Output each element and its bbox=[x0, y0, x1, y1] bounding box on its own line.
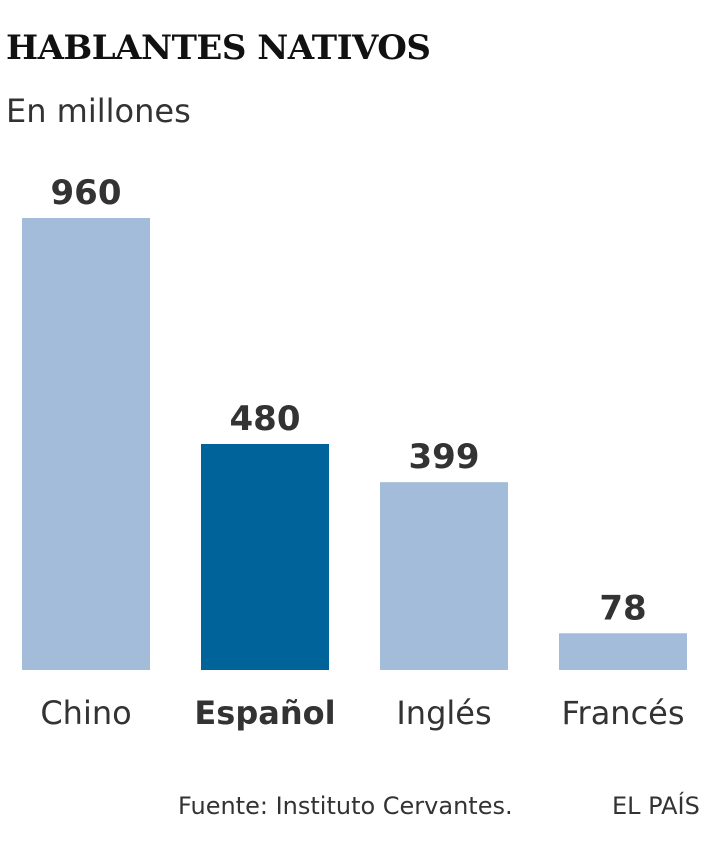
value-label-chino: 960 bbox=[51, 173, 122, 213]
category-label-frances: Francés bbox=[561, 694, 684, 732]
bar-ingles bbox=[380, 482, 508, 670]
category-label-ingles: Inglés bbox=[396, 694, 491, 732]
bar-chart: 960 Chino 480 Español 399 Inglés 78 Francés bbox=[22, 173, 687, 732]
value-label-ingles: 399 bbox=[409, 437, 480, 477]
bar-frances bbox=[559, 633, 687, 670]
category-label-espanol: Español bbox=[194, 694, 335, 732]
value-label-frances: 78 bbox=[599, 588, 646, 628]
category-label-chino: Chino bbox=[40, 694, 131, 732]
chart-title: HABLANTES NATIVOS bbox=[6, 28, 431, 68]
bar-chino bbox=[22, 218, 150, 670]
value-label-espanol: 480 bbox=[230, 399, 301, 439]
publisher-logo: EL PAÍS bbox=[612, 792, 700, 820]
source-note: Fuente: Instituto Cervantes. bbox=[178, 792, 513, 820]
bar-espanol bbox=[201, 444, 329, 670]
chart-subtitle: En millones bbox=[6, 92, 191, 130]
